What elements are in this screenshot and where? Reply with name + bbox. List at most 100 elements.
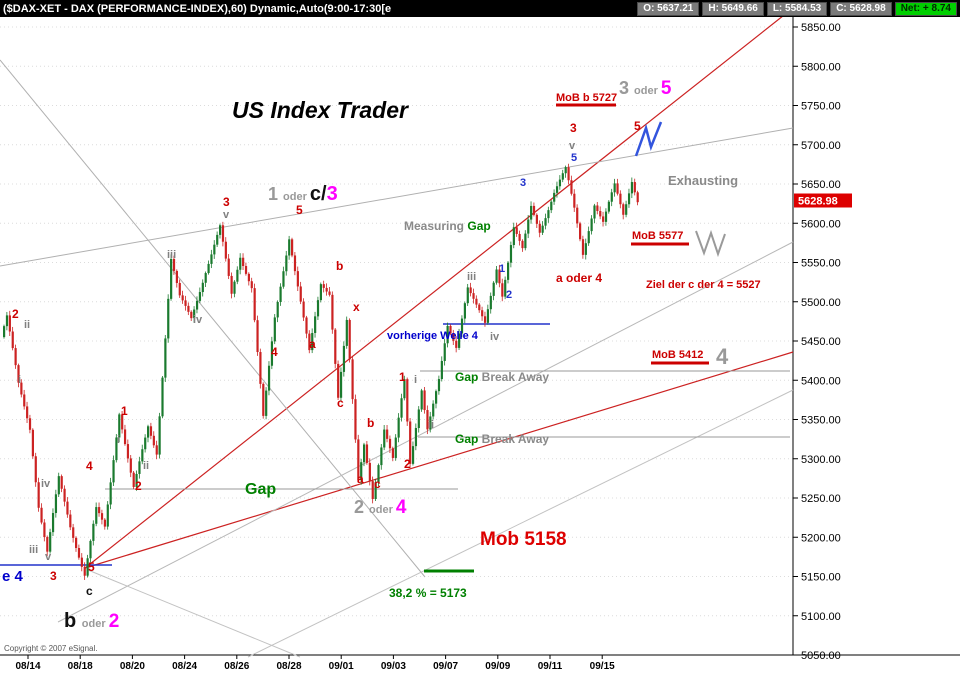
label-fib-382: 38,2 % = 5173: [389, 586, 467, 600]
candle-body: [547, 210, 550, 219]
candle-body: [535, 214, 538, 224]
candle-body: [221, 225, 225, 242]
last-price-tag-label: 5628.98: [798, 196, 838, 208]
y-axis-label: 5100.00: [801, 611, 841, 623]
candle-body: [475, 298, 478, 305]
candle-body: [530, 205, 533, 220]
candle-body: [400, 398, 403, 418]
candle-body: [469, 287, 472, 294]
wave-label: ii: [428, 419, 434, 431]
y-axis-label: 5300.00: [801, 454, 841, 466]
candle-body: [152, 435, 155, 446]
candle-body: [625, 204, 628, 215]
candle-body: [31, 429, 34, 457]
candle-body: [472, 293, 475, 299]
exhaustion-arrow-blue: [634, 121, 663, 157]
candle-body: [411, 446, 415, 464]
candle-body: [193, 309, 196, 319]
candle-body: [579, 223, 582, 240]
candle-body: [414, 428, 418, 447]
wave-label: 2: [506, 289, 512, 301]
candle-body: [100, 513, 104, 520]
candle-body: [57, 476, 60, 495]
label-e-4: e 4: [2, 568, 24, 585]
candle-body: [406, 379, 409, 422]
x-axis-label: 09/09: [485, 661, 510, 672]
candle-body: [135, 473, 138, 487]
y-axis-label: 5500.00: [801, 297, 841, 309]
candle-body: [311, 332, 314, 351]
label-exhausting: Exhausting: [668, 173, 738, 188]
wave-label: ii: [24, 319, 30, 331]
label-3-oder-5: 3 oder 5: [619, 78, 672, 99]
x-axis-label: 09/01: [329, 661, 354, 672]
candle-body: [339, 371, 343, 398]
candle-body: [553, 192, 556, 202]
wave-label: iv: [193, 314, 203, 326]
candle-body: [593, 205, 596, 219]
y-axis-label: 5200.00: [801, 532, 841, 544]
candle-body: [112, 460, 115, 483]
candle-body: [80, 557, 83, 567]
y-axis-label: 5800.00: [801, 61, 841, 73]
wave-label: c: [374, 477, 381, 491]
pullback-squiggle-gray: [695, 229, 726, 258]
candle-body: [587, 231, 590, 244]
wave-label: 4: [86, 459, 93, 473]
candle-body: [492, 282, 495, 296]
candle-body: [570, 180, 573, 194]
candle-body: [397, 417, 400, 438]
candle-body: [610, 192, 613, 202]
y-axis-label: 5550.00: [801, 258, 841, 270]
candle-body: [616, 183, 619, 194]
candle-body: [190, 311, 193, 319]
candle-body: [360, 462, 363, 481]
candle-body: [66, 501, 69, 515]
candle-body: [388, 438, 392, 449]
candle-body: [138, 461, 141, 474]
candle-body: [331, 294, 334, 330]
candle-body: [256, 320, 259, 353]
candle-body: [322, 284, 325, 288]
candle-body: [126, 444, 130, 459]
candle-body: [319, 284, 322, 301]
candle-body: [403, 379, 406, 399]
candle-body: [599, 211, 602, 217]
wave-label: v: [45, 551, 52, 563]
candle-body: [363, 444, 366, 463]
candle-body: [561, 173, 564, 180]
trend-line: [247, 389, 794, 658]
wave-label: c: [86, 584, 93, 598]
candle-body: [521, 240, 524, 249]
candle-body: [213, 244, 216, 255]
candle-body: [26, 406, 29, 419]
candle-body: [207, 263, 210, 274]
quote-net-change: Net: + 8.74: [894, 1, 957, 16]
candle-body: [288, 239, 291, 256]
candle-body: [83, 566, 86, 576]
trend-line: [0, 127, 794, 267]
candle-body: [627, 193, 631, 205]
wave-label: a: [357, 472, 364, 486]
candle-body: [602, 216, 605, 222]
candle-body: [501, 283, 504, 297]
candle-body: [305, 317, 308, 334]
label-ziel-c-der-4: Ziel der c der 4 = 5527: [646, 279, 761, 291]
candle-body: [167, 298, 170, 339]
candle-body: [262, 383, 265, 416]
candle-body: [573, 193, 576, 208]
candle-body: [296, 271, 299, 287]
candle-body: [267, 365, 271, 391]
wave-label: ii: [143, 460, 149, 472]
candle-body: [172, 258, 176, 271]
candle-body: [604, 211, 608, 222]
wave-label: i: [18, 374, 21, 386]
candle-body: [273, 317, 276, 342]
trend-line: [57, 241, 794, 623]
candle-body: [550, 201, 553, 211]
candle-body: [17, 365, 20, 383]
candle-body: [596, 205, 599, 212]
candle-body: [195, 300, 199, 310]
candle-body: [291, 239, 294, 256]
